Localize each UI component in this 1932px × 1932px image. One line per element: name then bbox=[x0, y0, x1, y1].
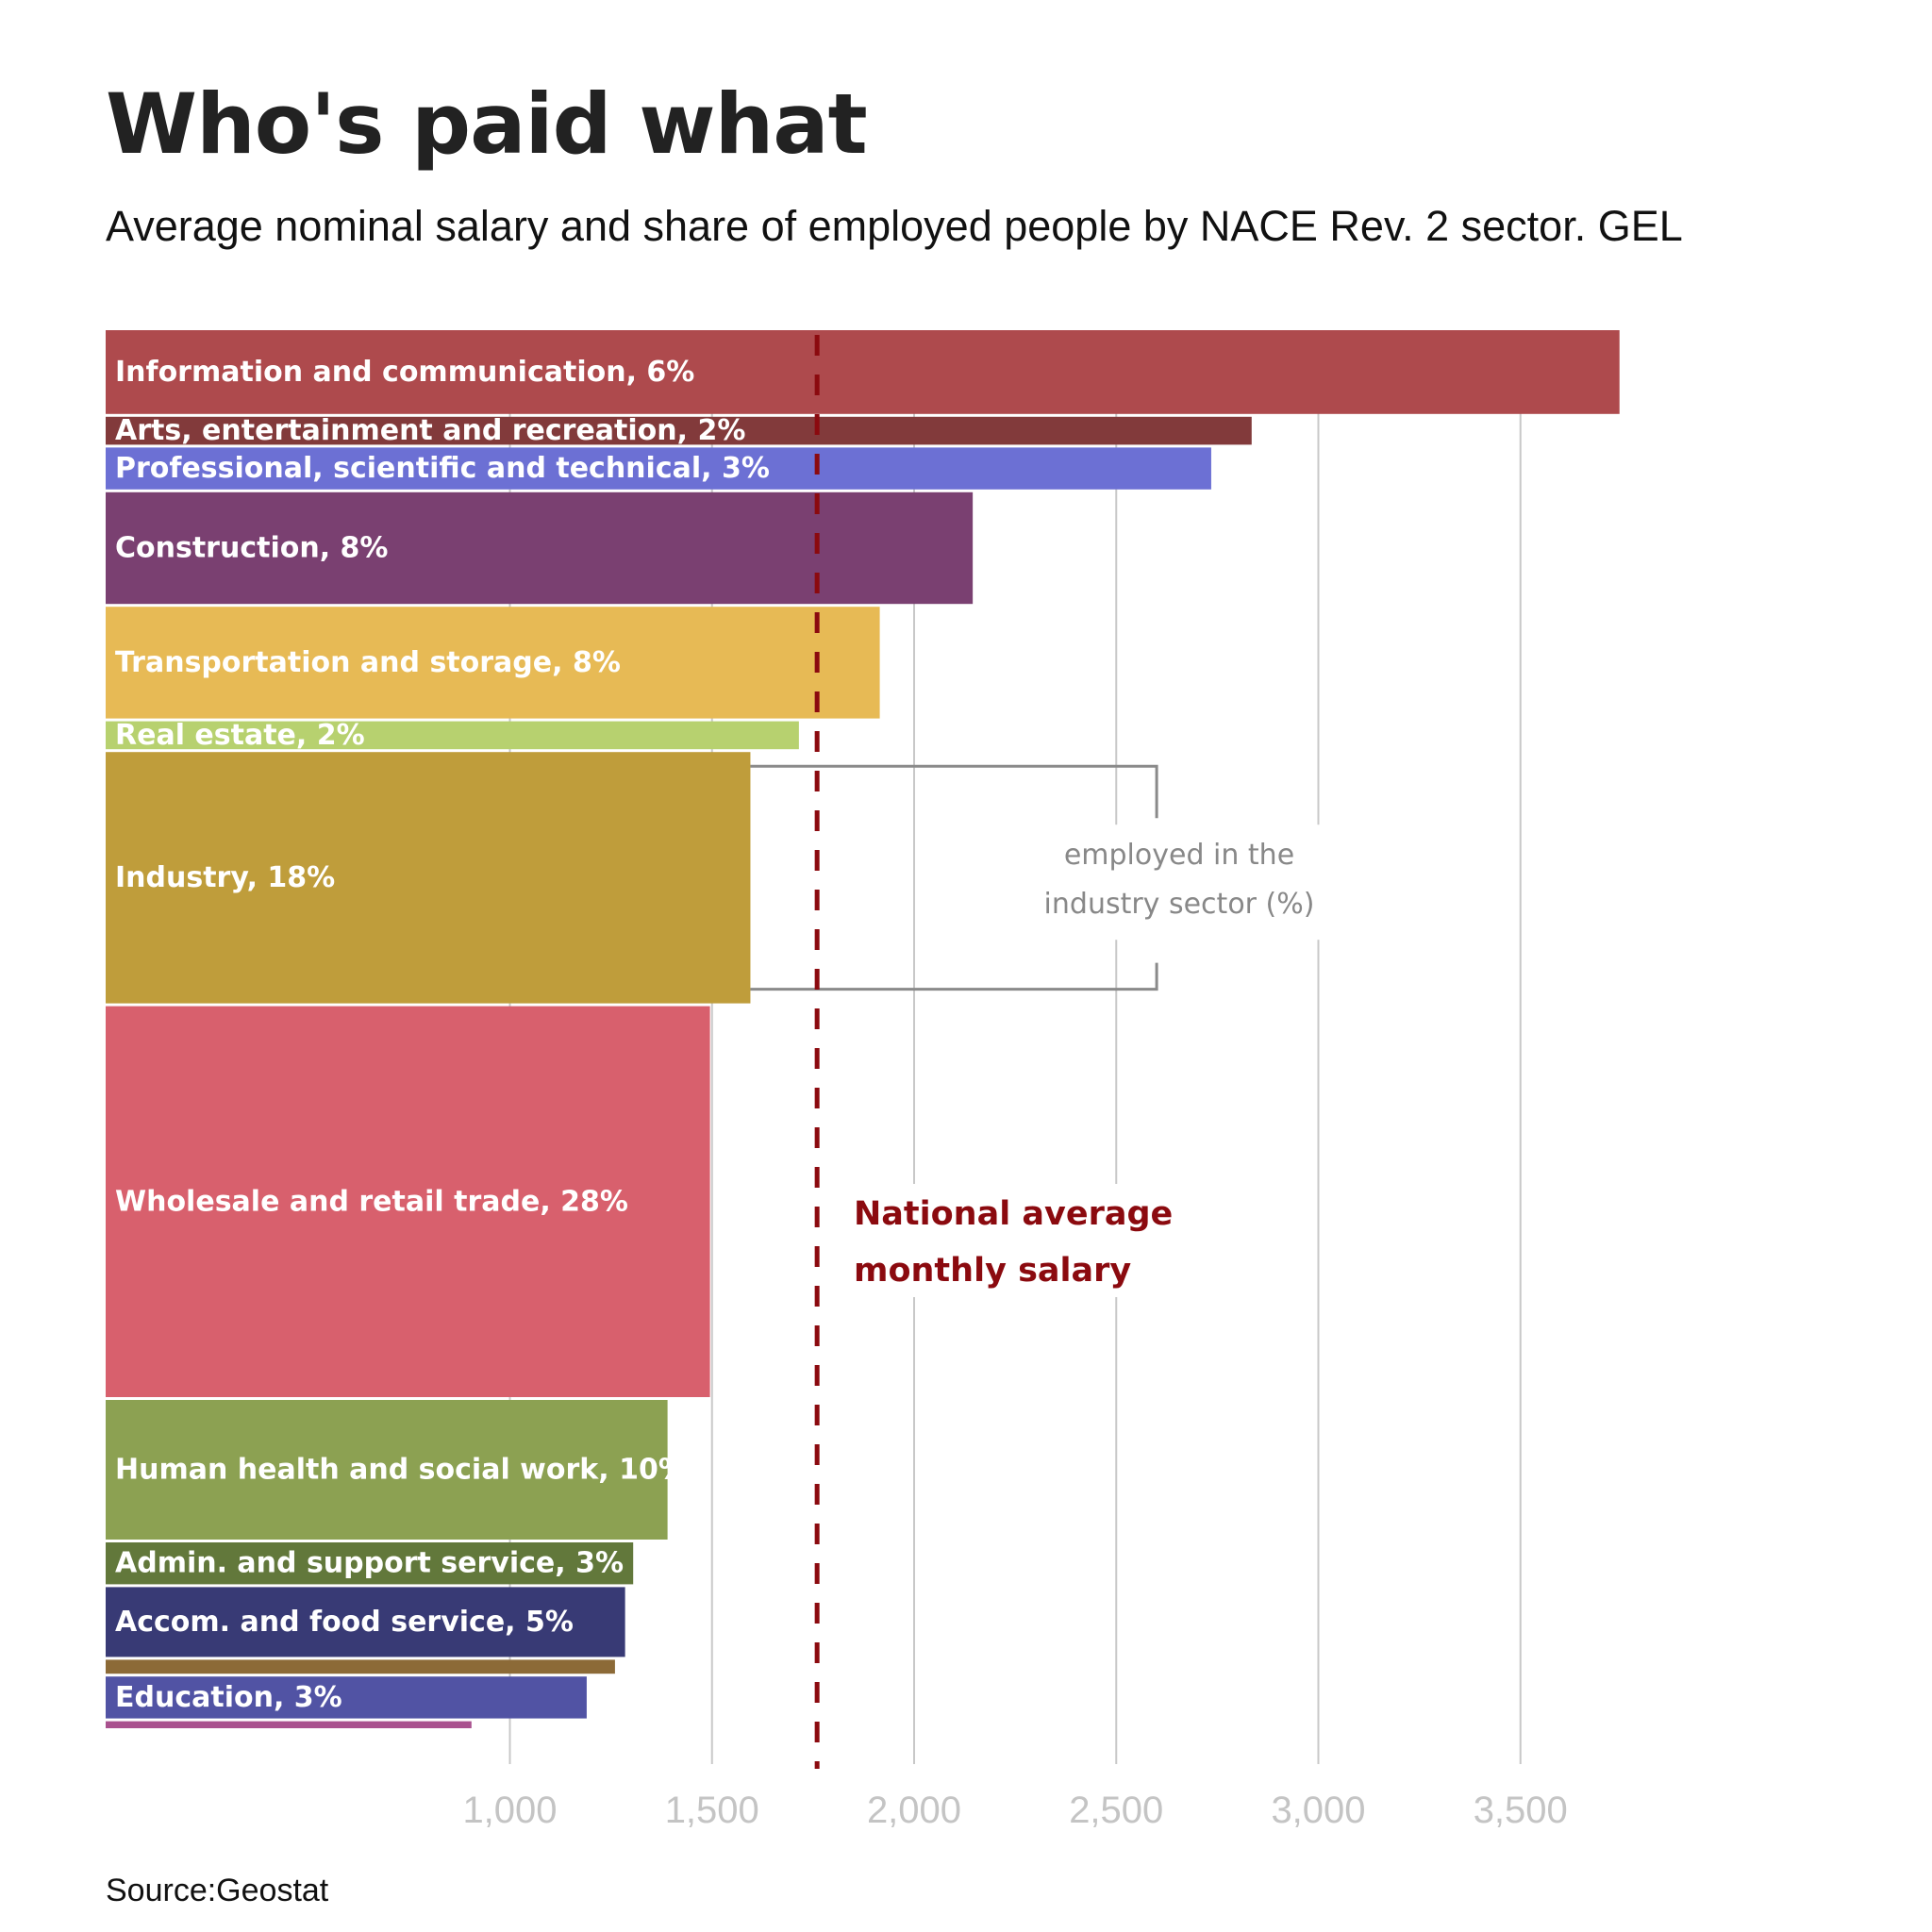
bar-arts bbox=[106, 416, 1252, 445]
bar-construction bbox=[106, 491, 974, 605]
bar-unlabeled-13 bbox=[106, 1721, 472, 1728]
bar-label-construction: Construction, 8% bbox=[115, 532, 388, 565]
bar-human-health-and-social-work bbox=[106, 1400, 668, 1540]
bar-label-professional: Professional, scientific and technical, … bbox=[115, 452, 770, 485]
annotation-text-line-1: employed in the bbox=[1064, 839, 1294, 872]
bar-label-real-estate: Real estate, 2% bbox=[115, 719, 365, 752]
reference-label-line-2: monthly salary bbox=[854, 1252, 1131, 1290]
bar-label-education: Education, 3% bbox=[115, 1681, 342, 1714]
bar-information-and-communication bbox=[106, 330, 1620, 414]
bar-real-estate bbox=[106, 721, 799, 750]
bars: Information and communication, 6% Arts, e… bbox=[106, 330, 1620, 1728]
tick-label-3000: 3,000 bbox=[1271, 1790, 1365, 1831]
bar-transportation-and-storage bbox=[106, 607, 880, 719]
bar-label-information-and-communication: Information and communication, 6% bbox=[115, 356, 694, 389]
source-note: Source:Geostat bbox=[106, 1873, 329, 1908]
bar-unlabeled-11 bbox=[106, 1659, 615, 1674]
bar-industry bbox=[106, 752, 751, 1004]
bar-label-wholesale-and-retail-trade: Wholesale and retail trade, 28% bbox=[115, 1185, 628, 1218]
annotation-text-line-2: industry sector (%) bbox=[1044, 888, 1315, 921]
bar-label-human-health-and-social-work: Human health and social work, 10% bbox=[115, 1454, 687, 1487]
tick-label-2000: 2,000 bbox=[867, 1790, 961, 1831]
bar-label-arts: Arts, entertainment and recreation, 2% bbox=[115, 414, 745, 447]
bar-label-transportation-and-storage: Transportation and storage, 8% bbox=[115, 646, 621, 679]
tick-label-2500: 2,500 bbox=[1069, 1790, 1163, 1831]
bar-accom-and-food-service bbox=[106, 1587, 625, 1657]
bar-professional bbox=[106, 447, 1211, 490]
tick-label-1500: 1,500 bbox=[665, 1790, 759, 1831]
tick-label-1000: 1,000 bbox=[462, 1790, 557, 1831]
annotation-backing bbox=[1038, 824, 1321, 941]
annotation-bracket-bottom bbox=[750, 962, 1158, 991]
x-axis-tick-labels: 1,000 1,500 2,000 2,500 3,000 3,500 bbox=[462, 1790, 1567, 1831]
bar-label-accom-and-food-service: Accom. and food service, 5% bbox=[115, 1606, 574, 1639]
chart-title: Who's paid what bbox=[106, 75, 868, 173]
bar-label-industry: Industry, 18% bbox=[115, 861, 335, 894]
national-average-line: National average monthly salary bbox=[814, 335, 1173, 1769]
bar-wholesale-and-retail-trade bbox=[106, 1006, 710, 1397]
annotation-bracket-top bbox=[750, 764, 1158, 819]
bar-label-admin-and-support-service: Admin. and support service, 3% bbox=[115, 1547, 624, 1580]
bar-admin-and-support-service bbox=[106, 1542, 634, 1585]
chart-subtitle: Average nominal salary and share of empl… bbox=[106, 202, 1683, 250]
industry-annotation: employed in the industry sector (%) bbox=[750, 764, 1321, 991]
tick-label-3500: 3,500 bbox=[1474, 1790, 1568, 1831]
bar-education bbox=[106, 1676, 587, 1719]
reference-label-line-1: National average bbox=[854, 1195, 1173, 1233]
reference-label-backing bbox=[844, 1184, 1156, 1297]
